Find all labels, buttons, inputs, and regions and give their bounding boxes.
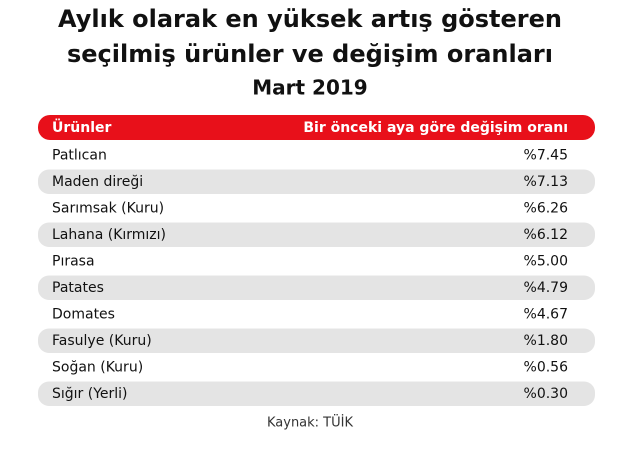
row-background [38, 169, 595, 194]
change-rate: %4.67 [524, 306, 568, 322]
product-name: Domates [52, 306, 115, 322]
product-name: Patlıcan [52, 147, 107, 163]
product-name: Maden direği [52, 174, 143, 190]
row-background [38, 328, 595, 353]
product-name: Sığır (Yerli) [52, 386, 128, 402]
product-name: Patates [52, 280, 104, 296]
change-rate: %5.00 [524, 253, 568, 269]
title-line: seçilmiş ürünler ve değişim oranları [67, 40, 553, 68]
product-name: Sarımsak (Kuru) [52, 200, 164, 216]
change-rate: %6.26 [524, 200, 569, 216]
row-background [38, 222, 595, 247]
change-rate: %4.79 [524, 280, 568, 296]
change-rate: %7.13 [524, 174, 568, 190]
change-rate: %0.56 [524, 359, 569, 375]
source: Kaynak: TÜİK [267, 414, 353, 431]
change-rate: %6.12 [524, 227, 568, 243]
change-rate: %1.80 [524, 333, 568, 349]
column-header: Ürünler [52, 118, 112, 136]
change-rate: %0.30 [524, 386, 568, 402]
product-name: Lahana (Kırmızı) [52, 227, 166, 243]
header-bar [38, 115, 595, 140]
title-line: Aylık olarak en yüksek artış gösteren [58, 5, 562, 33]
product-name: Soğan (Kuru) [52, 359, 143, 375]
product-name: Fasulye (Kuru) [52, 333, 152, 349]
table-body: Patlıcan %7.45 Maden direği %7.13 Sarımsak (… [38, 147, 595, 406]
product-name: Pırasa [52, 253, 95, 269]
row-background [38, 381, 595, 406]
subtitle: Mart 2019 [252, 76, 367, 100]
change-rate: %7.45 [524, 147, 568, 163]
column-header: Bir önceki aya göre değişim oranı [303, 120, 568, 136]
row-background [38, 275, 595, 300]
